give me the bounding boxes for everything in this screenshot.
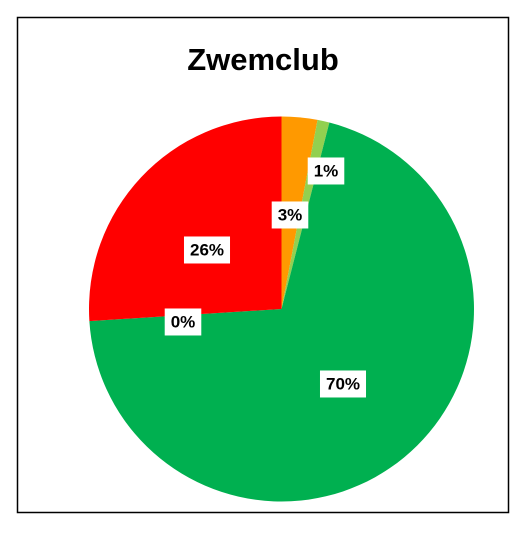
- pie-slice: [88, 116, 282, 322]
- pie-slice: [89, 122, 474, 502]
- data-label-box: [271, 201, 309, 229]
- data-label: 1%: [314, 161, 339, 180]
- data-label: 70%: [326, 374, 360, 393]
- data-label: 26%: [190, 240, 224, 259]
- chart-title: Zwemclub: [187, 42, 339, 77]
- data-label-box: [307, 157, 345, 185]
- data-label: 0%: [171, 312, 196, 331]
- data-label-box: [164, 308, 202, 336]
- data-label-box: [319, 370, 367, 398]
- data-label: 3%: [278, 205, 303, 224]
- data-label-box: [183, 236, 231, 264]
